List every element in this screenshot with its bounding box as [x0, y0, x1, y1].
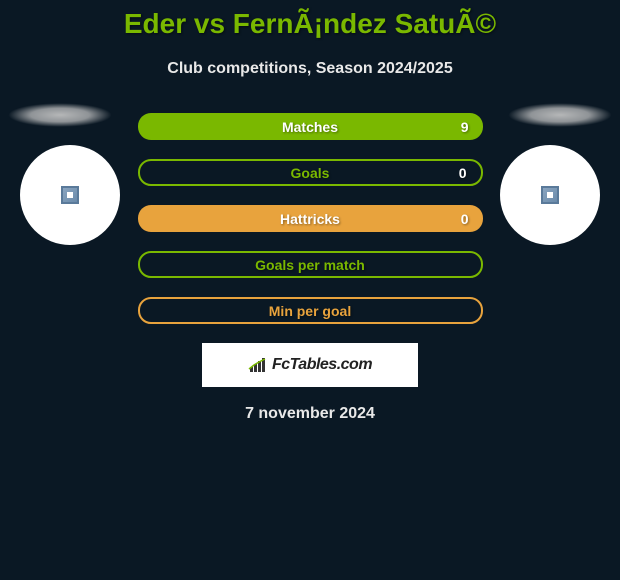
logo-content: FcTables.com: [248, 356, 372, 374]
player-shadow: [508, 103, 612, 127]
stat-row-goals-per-match: Goals per match: [138, 251, 483, 278]
stat-row-matches: Matches 9: [138, 113, 483, 140]
stat-value: 9: [461, 119, 469, 135]
player-left: [0, 103, 120, 245]
player-right: [500, 103, 620, 245]
stat-label: Goals: [291, 165, 330, 181]
stat-row-min-per-goal: Min per goal: [138, 297, 483, 324]
stat-row-goals: Goals 0: [138, 159, 483, 186]
stat-label: Min per goal: [269, 303, 351, 319]
stats-list: Matches 9 Goals 0 Hattricks 0 Goals per …: [138, 113, 483, 324]
stat-row-hattricks: Hattricks 0: [138, 205, 483, 232]
stat-label: Matches: [282, 119, 338, 135]
page-subtitle: Club competitions, Season 2024/2025: [0, 60, 620, 78]
placeholder-icon: [541, 186, 559, 204]
stat-value: 0: [461, 211, 469, 227]
chart-icon: [248, 357, 268, 373]
logo-box[interactable]: FcTables.com: [202, 343, 418, 387]
page-title: Eder vs FernÃ¡ndez SatuÃ©: [0, 8, 620, 40]
stat-value: 0: [459, 165, 467, 181]
player-badge-right: [500, 145, 600, 245]
logo-text: FcTables.com: [272, 356, 372, 374]
stat-label: Goals per match: [255, 257, 365, 273]
stats-area: Matches 9 Goals 0 Hattricks 0 Goals per …: [0, 113, 620, 324]
stat-label: Hattricks: [280, 211, 340, 227]
player-badge-left: [20, 145, 120, 245]
player-shadow: [8, 103, 112, 127]
placeholder-icon: [61, 186, 79, 204]
date-text: 7 november 2024: [0, 405, 620, 423]
